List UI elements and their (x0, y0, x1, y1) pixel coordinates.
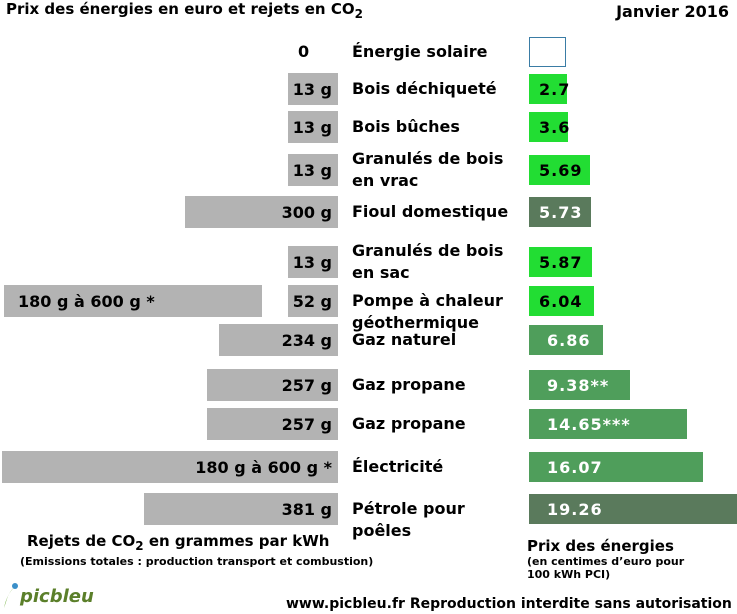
co2-bar: 13 g (288, 73, 338, 105)
price-bar: 5.69 (529, 155, 591, 185)
price-bar: 3.6 (529, 112, 569, 142)
category-label: Gaz propane (352, 414, 466, 433)
category-label: Électricité (352, 457, 444, 476)
chart-title: Prix des énergies en euro et rejets en C… (6, 0, 363, 21)
co2-bar: 234 g (218, 324, 338, 356)
category-label: Gaz naturel (352, 330, 457, 349)
site-credit[interactable]: www.picbleu.fr Reproduction interdite sa… (286, 596, 732, 612)
price-axis-title: Prix des énergies (527, 537, 674, 555)
category-label: Bois déchiqueté (352, 79, 497, 98)
chart-date: Janvier 2016 (616, 2, 729, 21)
co2-bar: 13 g (288, 154, 338, 186)
co2-axis-title-rest: en grammes par kWh (143, 532, 330, 550)
co2-bar: 52 g (288, 285, 338, 317)
price-bar: 9.38** (529, 370, 631, 400)
leaf-logo-icon (4, 583, 18, 608)
category-label: Granulés de bois en sac (352, 241, 504, 282)
co2-bar: 300 g (185, 196, 338, 228)
price-bar: 19.26 (529, 494, 737, 524)
co2-bar: 381 g (143, 493, 338, 525)
co2-axis-title-text: Rejets de CO (27, 532, 136, 550)
category-label: Gaz propane (352, 375, 466, 394)
picbleu-logo[interactable]: picbleu (20, 586, 94, 607)
co2-bar: 180 g à 600 g * (2, 451, 338, 483)
price-bar: 5.87 (529, 247, 593, 277)
co2-axis-title-subscript: 2 (135, 539, 144, 553)
price-bar: 6.04 (529, 286, 595, 316)
price-bar: 2.7 (529, 74, 569, 104)
price-bar (529, 37, 566, 67)
co2-range-bar: 180 g à 600 g * (4, 285, 262, 317)
category-label: Fioul domestique (352, 202, 509, 221)
category-label: Énergie solaire (352, 42, 488, 61)
co2-bar: 13 g (288, 111, 338, 143)
co2-bar: 257 g (206, 408, 338, 440)
category-label: Pompe à chaleur géothermique (352, 291, 503, 332)
category-label: Bois bûches (352, 117, 460, 136)
category-label: Granulés de bois en vrac (352, 149, 504, 190)
co2-value-label: 0 (298, 42, 310, 61)
category-label: Pétrole pour poêles (352, 499, 465, 540)
chart-title-text: Prix des énergies en euro et rejets en C… (6, 0, 355, 18)
co2-bar: 13 g (288, 246, 338, 278)
co2-bar: 257 g (206, 369, 338, 401)
co2-axis-note: (Emissions totales : production transpor… (20, 555, 374, 568)
co2-axis-title: Rejets de CO2 en grammes par kWh (27, 532, 329, 553)
price-bar: 14.65*** (529, 409, 688, 439)
price-bar: 6.86 (529, 325, 604, 355)
chart-title-subscript: 2 (354, 7, 363, 21)
price-bar: 16.07 (529, 452, 703, 482)
price-axis-note: (en centimes d’euro pour 100 kWh PCI) (527, 555, 685, 581)
price-bar: 5.73 (529, 197, 591, 227)
